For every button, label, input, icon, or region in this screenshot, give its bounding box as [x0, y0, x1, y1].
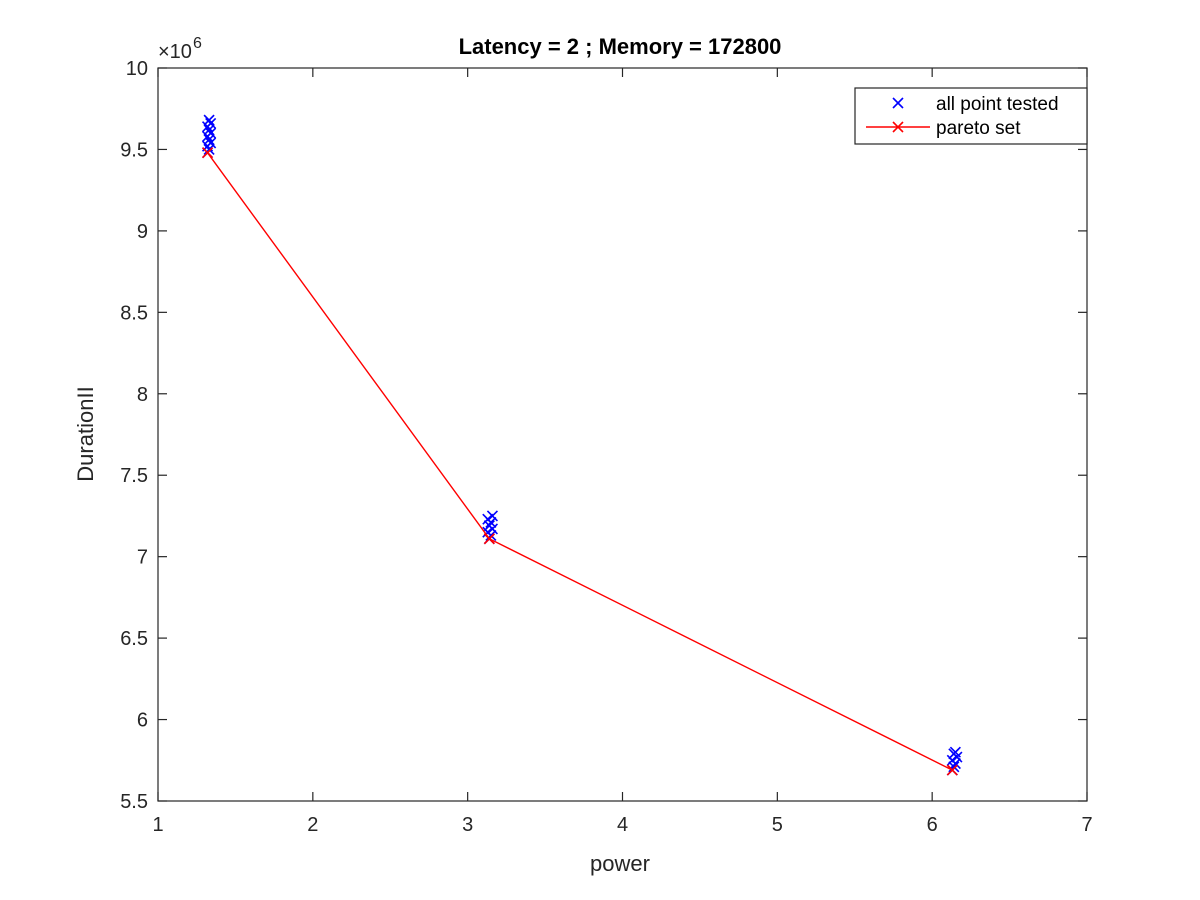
data-point-all-point-tested	[486, 510, 499, 522]
legend-label-pareto-set: pareto set	[936, 118, 1021, 139]
series-pareto-set	[201, 147, 958, 776]
legend-entry-pareto-set: pareto set	[866, 118, 1021, 139]
y-tick-label: 8	[137, 384, 148, 406]
legend-x-marker	[892, 121, 904, 133]
plot-area: 1 2 3 4 5 6 7 5.5 6 6.5 7 7.5 8 8.5 9 9.5 10	[120, 58, 1092, 836]
y-multiplier-label: ×10 6	[158, 35, 202, 63]
data-point-pareto-set	[483, 533, 495, 545]
y-axis-label: DurationII	[73, 386, 98, 481]
series-all-point-tested	[201, 114, 963, 776]
data-point-pareto-set	[201, 147, 214, 159]
data-point-all-point-tested	[203, 114, 215, 126]
y-tick-label: 7.5	[120, 465, 148, 487]
y-multiplier-exponent: 6	[193, 35, 202, 52]
data-point-all-point-tested	[203, 124, 215, 136]
legend: all point tested pareto set	[854, 87, 1088, 145]
data-point-all-point-tested	[949, 746, 961, 758]
data-point-all-point-tested	[203, 143, 215, 156]
y-tick-label: 5.5	[120, 791, 148, 813]
x-tick-label: 3	[462, 814, 473, 836]
data-point-all-point-tested	[205, 117, 217, 129]
chart-title: Latency = 2 ; Memory = 172800	[459, 34, 782, 59]
x-tick-label: 7	[1081, 814, 1092, 836]
legend-label-all-point-tested: all point tested	[936, 94, 1059, 115]
y-tick-label: 7	[137, 547, 148, 569]
data-point-all-point-tested	[482, 513, 494, 525]
y-multiplier-base: ×10	[158, 41, 192, 63]
x-axis-label: power	[590, 851, 650, 876]
legend-entry-all-point-tested: all point tested	[892, 94, 1059, 115]
data-point-all-point-tested	[205, 137, 217, 149]
x-tick-label: 5	[772, 814, 783, 836]
data-point-all-point-tested	[482, 526, 494, 538]
data-point-all-point-tested	[205, 127, 217, 139]
data-point-all-point-tested	[483, 520, 495, 532]
y-tick-label: 10	[126, 58, 148, 80]
legend-x-marker	[892, 97, 904, 109]
x-tick-label: 1	[152, 814, 163, 836]
y-tick-label: 6	[137, 710, 148, 732]
x-tick-label: 2	[307, 814, 318, 836]
legend-box	[854, 87, 1088, 145]
series-line-pareto-set	[206, 152, 953, 771]
data-point-all-point-tested	[203, 134, 215, 146]
data-point-all-point-tested	[946, 754, 958, 766]
y-tick-label: 9.5	[120, 139, 148, 161]
legend-marker-all-point-tested	[892, 97, 904, 109]
axes-box	[157, 67, 1088, 802]
legend-marker-pareto-set	[866, 121, 930, 133]
data-point-pareto-set	[946, 764, 958, 776]
x-tick-label: 6	[927, 814, 938, 836]
y-tick-label: 8.5	[120, 302, 148, 324]
data-point-all-point-tested	[948, 761, 960, 773]
y-tick-label: 6.5	[120, 628, 148, 650]
x-tick-label: 4	[617, 814, 628, 836]
y-tick-label: 9	[137, 221, 148, 243]
